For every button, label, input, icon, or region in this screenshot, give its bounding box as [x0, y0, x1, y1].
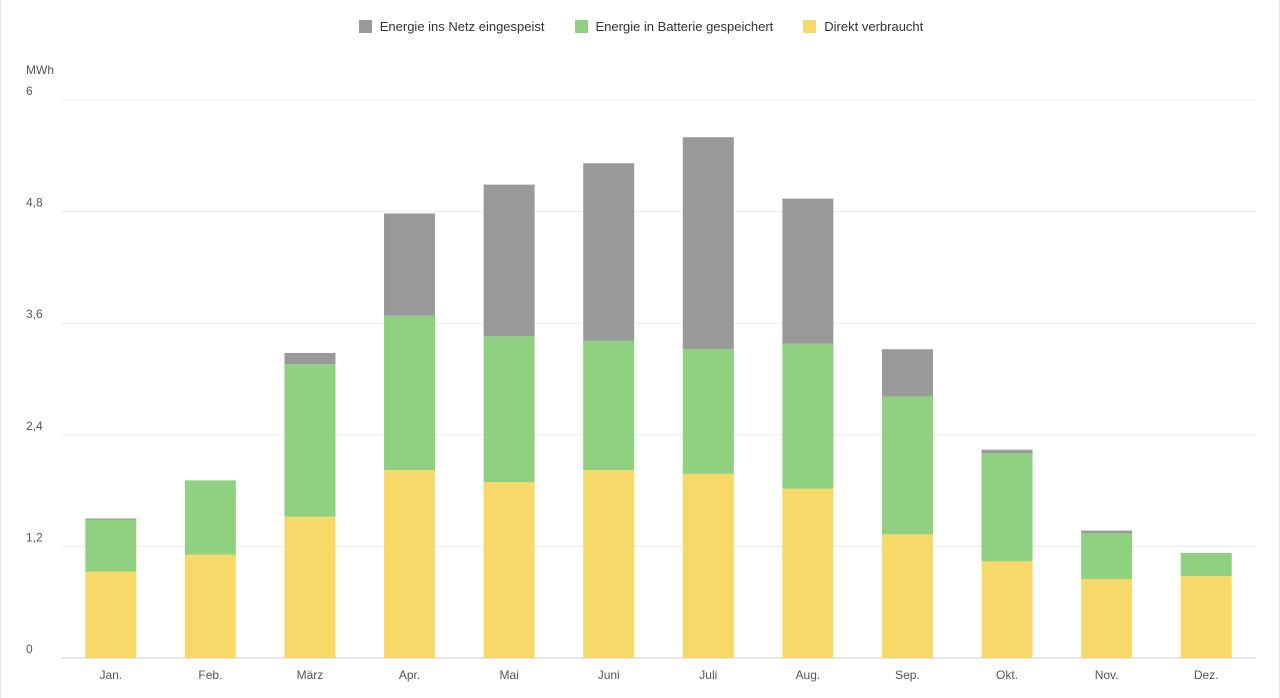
legend-item[interactable]: Energie ins Netz eingespeist: [358, 19, 545, 34]
x-tick-label: März: [297, 668, 324, 682]
bar-segment: [284, 352, 336, 365]
bar-segment: [85, 571, 137, 658]
bar-segment: [583, 470, 635, 658]
y-tick-label: 4,8: [26, 196, 43, 210]
bar-segment: [682, 349, 734, 474]
y-tick-label: 3,6: [26, 307, 43, 321]
legend-item[interactable]: Energie in Batterie gespeichert: [574, 19, 774, 34]
bar-segment: [981, 561, 1033, 658]
x-tick-label: Apr.: [399, 668, 420, 682]
bar-segment: [981, 449, 1033, 454]
bar-segment: [1081, 578, 1133, 658]
x-tick-label: Feb.: [198, 668, 222, 682]
x-tick-label: Okt.: [996, 668, 1018, 682]
bar-segment: [184, 480, 236, 555]
x-tick-label: Aug.: [796, 668, 821, 682]
bar-segment: [1180, 576, 1232, 658]
x-tick-label: Juni: [598, 668, 620, 682]
legend-item[interactable]: Direkt verbraucht: [803, 19, 923, 34]
bar-segment: [483, 482, 535, 658]
legend-label: Direkt verbraucht: [824, 19, 924, 34]
chart-legend: Energie ins Netz eingespeist Energie in B…: [1, 19, 1280, 34]
bar-segment: [85, 519, 137, 572]
legend-swatch: [358, 20, 372, 33]
bar-segment: [682, 473, 734, 658]
bar-segment: [284, 364, 336, 517]
bar-segment: [184, 554, 236, 658]
x-tick-label: Dez.: [1194, 668, 1219, 682]
bar-segment: [1081, 530, 1133, 534]
x-tick-label: Jan.: [99, 668, 122, 682]
bar-segment: [384, 213, 436, 316]
x-tick-label: Sep.: [895, 668, 920, 682]
bar-segment: [881, 349, 933, 397]
bar-segment: [981, 453, 1033, 562]
legend-label: Energie in Batterie gespeichert: [595, 19, 774, 34]
legend-label: Energie ins Netz eingespeist: [379, 19, 545, 34]
bar-segment: [881, 396, 933, 535]
bar-segment: [85, 518, 137, 520]
bar-segment: [1081, 533, 1133, 579]
x-tick-label: Juli: [699, 668, 717, 682]
x-tick-label: Mai: [499, 668, 518, 682]
y-tick-label: 2,4: [26, 419, 43, 433]
bar-segment: [881, 534, 933, 658]
bar-segment: [384, 470, 436, 658]
bar-segment: [583, 163, 635, 341]
y-axis-label: MWh: [26, 63, 54, 77]
y-tick-label: 1,2: [26, 530, 43, 544]
bar-segment: [483, 184, 535, 337]
x-tick-label: Nov.: [1095, 668, 1119, 682]
bar-segment: [782, 198, 834, 344]
y-tick-label: 0: [26, 642, 33, 656]
bar-segment: [284, 516, 336, 658]
legend-swatch: [803, 20, 817, 33]
bar-segment: [1180, 552, 1232, 577]
bar-segment: [583, 340, 635, 471]
y-tick-label: 6: [26, 84, 33, 98]
bar-segment: [782, 488, 834, 658]
bar-segment: [384, 315, 436, 471]
bar-segment: [483, 336, 535, 483]
bar-segment: [782, 343, 834, 489]
bar-segment: [682, 137, 734, 350]
legend-swatch: [574, 20, 588, 33]
